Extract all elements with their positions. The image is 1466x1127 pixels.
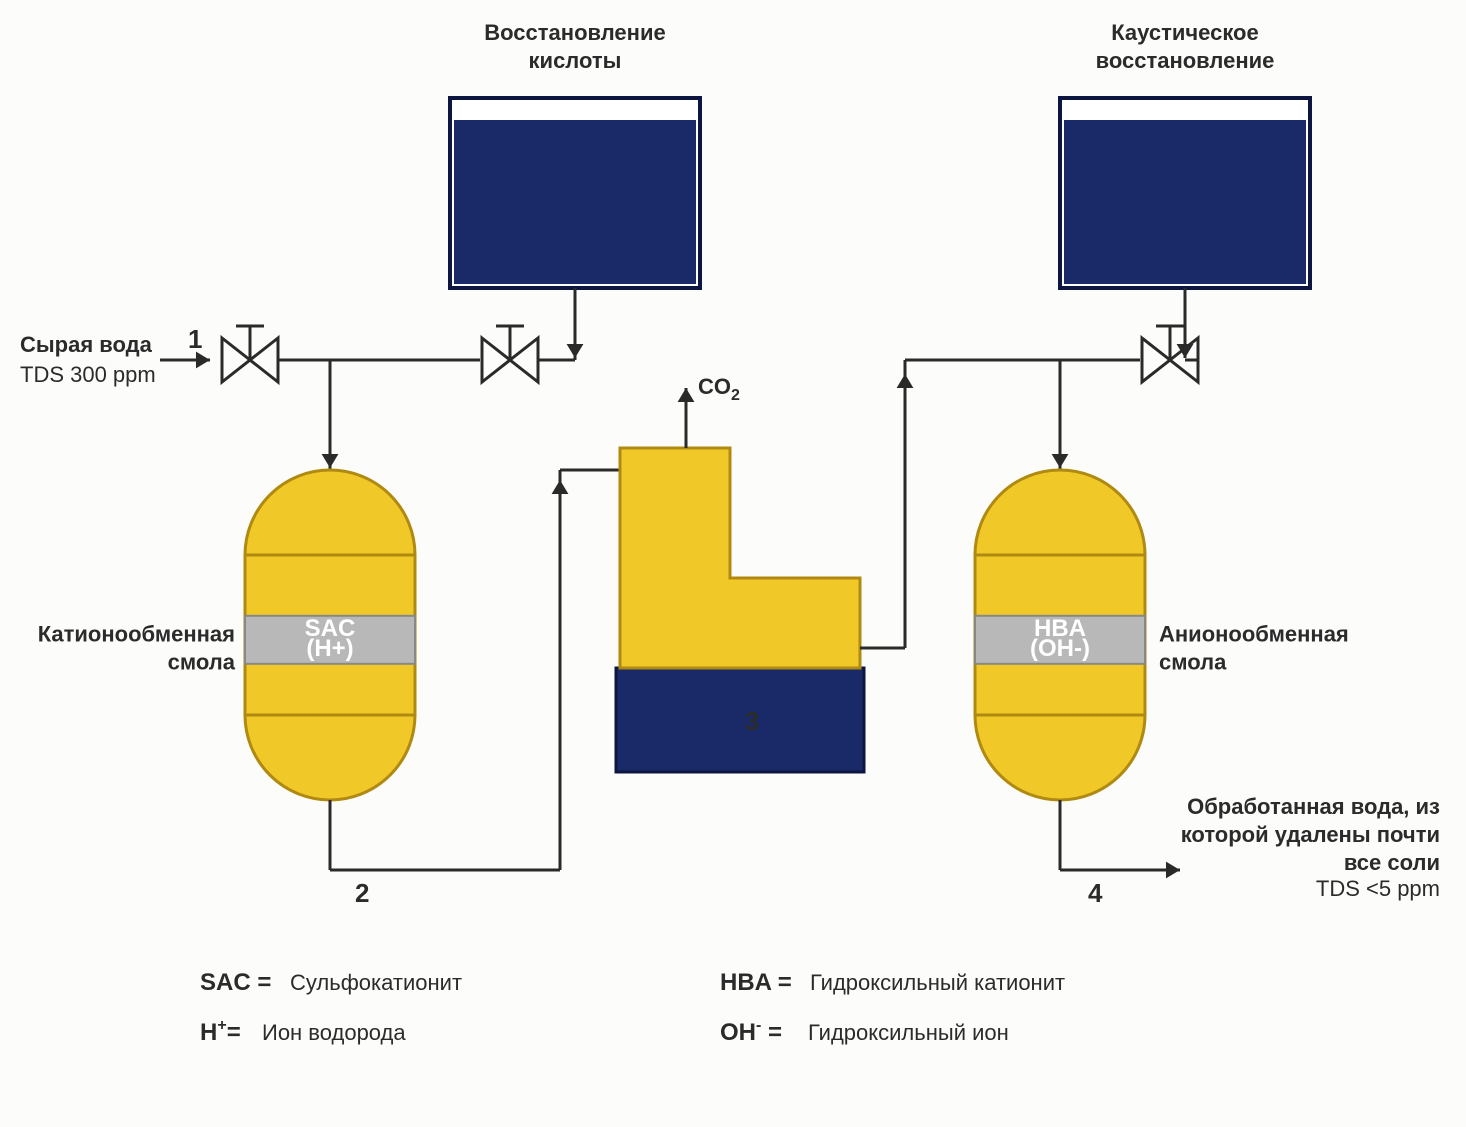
inlet-tds: TDS 300 ppm: [20, 362, 156, 387]
svg-text:смола: смола: [1159, 650, 1227, 675]
degasser: 3: [616, 448, 864, 772]
valve-icon: [482, 338, 510, 382]
svg-text:Сульфокатионит: Сульфокатионит: [290, 970, 462, 995]
valve-icon: [222, 338, 250, 382]
svg-text:смола: смола: [168, 650, 236, 675]
anion-label: Анионообменная: [1159, 622, 1349, 647]
inlet-label: Сырая вода: [20, 332, 153, 357]
acid-tank-title: Восстановление: [484, 20, 665, 45]
legend-oh: OH- =: [720, 1017, 782, 1046]
svg-text:Гидроксильный катионит: Гидроксильный катионит: [810, 970, 1065, 995]
point-1: 1: [188, 324, 202, 354]
point-4: 4: [1088, 878, 1103, 908]
outlet-label: Обработанная вода, из: [1187, 794, 1440, 819]
point-3: 3: [745, 706, 759, 736]
svg-text:которой удалены почти: которой удалены почти: [1181, 822, 1440, 847]
svg-text:восстановление: восстановление: [1096, 48, 1275, 73]
svg-text:Ион водорода: Ион водорода: [262, 1020, 406, 1045]
co2-label: CO2: [698, 374, 740, 404]
svg-text:(OH-): (OH-): [1030, 635, 1090, 662]
ion-exchange-diagram: Восстановление кислоты Каустическое восстан…: [0, 0, 1466, 1127]
svg-text:кислоты: кислоты: [529, 48, 622, 73]
cation-vessel: SAC(H+): [245, 470, 415, 800]
legend-h: H+=: [200, 1017, 241, 1046]
svg-text:(H+): (H+): [306, 635, 353, 662]
svg-text:Гидроксильный ион: Гидроксильный ион: [808, 1020, 1009, 1045]
svg-text:все соли: все соли: [1344, 850, 1440, 875]
valve-icon: [1142, 338, 1170, 382]
outlet-tds: TDS <5 ppm: [1316, 876, 1440, 901]
anion-vessel: HBA(OH-): [975, 470, 1145, 800]
point-2: 2: [355, 878, 369, 908]
cation-label: Катионообменная: [38, 622, 235, 647]
legend-hba: HBA =: [720, 969, 792, 996]
legend-sac: SAC =: [200, 969, 271, 996]
caustic-tank-title: Каустическое: [1111, 20, 1259, 45]
